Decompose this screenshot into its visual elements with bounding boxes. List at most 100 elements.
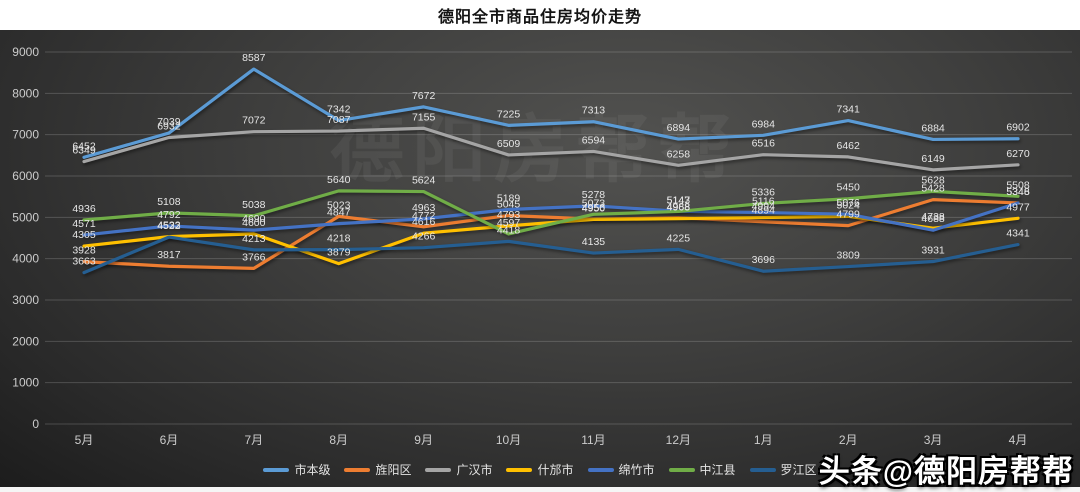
data-label: 4792 [157,209,181,221]
data-label: 5038 [242,199,266,211]
x-axis-tick-label: 4月 [1009,433,1028,447]
data-label: 6270 [1006,148,1030,160]
data-label: 5024 [837,199,861,211]
x-axis-tick-label: 6月 [160,433,179,447]
legend-item: 旌阳区 [344,461,411,478]
legend-item: 中江县 [668,461,736,478]
data-label: 4266 [412,231,436,243]
data-label: 4994 [752,201,776,213]
data-label: 7155 [412,111,436,123]
data-label: 5189 [497,193,521,205]
x-axis-tick-label: 11月 [581,433,605,447]
data-label: 3879 [327,247,351,259]
legend-label: 绵竹市 [618,463,655,477]
data-label: 5346 [1006,186,1030,198]
data-label: 5450 [837,182,861,194]
x-axis-tick-label: 7月 [244,433,263,447]
data-label: 3817 [157,249,181,261]
x-axis-tick-label: 9月 [414,433,433,447]
data-label: 6349 [72,145,96,157]
data-label: 4571 [72,218,96,230]
data-label: 4597 [497,217,521,229]
data-label: 7313 [582,105,606,117]
y-axis-tick-label: 0 [32,417,39,431]
data-label: 5336 [752,186,776,198]
data-label: 4988 [667,201,691,213]
legend-label: 市本级 [294,463,331,477]
title-bar: 德阳全市商品住房均价走势 [0,0,1080,30]
data-label: 5045 [497,198,521,210]
legend-swatch [506,467,533,472]
data-label: 4690 [242,213,266,225]
data-label: 5348 [1006,186,1030,198]
legend-item: 绵竹市 [587,461,655,478]
data-label: 4616 [412,216,436,228]
data-label: 3928 [72,245,96,257]
data-label: 4688 [921,213,945,225]
data-label: 4738 [921,211,945,223]
data-label: 7072 [242,115,266,127]
data-label: 5640 [327,174,351,186]
data-label: 6258 [667,148,691,160]
data-label: 8587 [242,52,266,64]
series-line-1 [82,67,1020,159]
data-label: 4968 [667,202,691,214]
data-label: 4225 [667,232,691,244]
y-axis-tick-label: 2000 [12,334,39,348]
series-line-3 [82,126,1020,172]
data-label: 4305 [72,229,96,241]
data-label: 5073 [582,197,606,209]
data-label: 4894 [752,205,776,217]
watermark-text: 头条@德阳房帮帮 [818,454,1074,489]
data-label: 5624 [412,175,436,187]
data-label: 3766 [242,251,266,263]
y-axis-tick-label: 3000 [12,293,39,307]
data-label: 4936 [72,203,96,215]
data-label: 7225 [497,108,521,120]
data-label: 5116 [752,196,775,208]
data-label: 4135 [582,236,606,248]
y-axis-tick-label: 8000 [12,86,39,100]
data-label: 6594 [582,134,606,146]
series-line-5 [82,201,1020,237]
y-axis-tick-label: 4000 [12,252,39,266]
legend-item: 罗江区 [749,461,817,478]
data-label: 6894 [667,122,691,134]
data-label: 4963 [412,202,436,214]
y-axis-tick-label: 9000 [12,45,39,59]
data-label: 7087 [327,114,351,126]
data-label: 6509 [497,138,521,150]
data-label: 5428 [921,183,945,195]
data-label: 7342 [327,104,351,116]
legend-swatch [263,467,290,472]
data-label: 4600 [242,217,266,229]
bottom-strip [0,487,1080,492]
data-label: 3663 [72,256,96,268]
legend-label: 旌阳区 [375,463,412,477]
x-axis-tick-label: 3月 [924,433,943,447]
data-label: 6902 [1006,122,1030,134]
data-label: 4977 [1006,201,1030,213]
data-label: 6452 [72,140,96,152]
series-line-6 [82,189,1020,236]
data-label: 4213 [242,233,266,245]
data-label: 4847 [327,207,351,219]
x-axis-tick-label: 2月 [839,433,858,447]
data-label: 5628 [921,174,945,186]
x-axis-tick-label: 12月 [666,433,691,447]
data-label: 4799 [837,209,861,221]
data-label: 4533 [157,220,181,232]
y-axis-tick-label: 5000 [12,210,39,224]
x-axis-tick-label: 1月 [754,433,773,447]
chart-title: 德阳全市商品住房均价走势 [437,9,642,26]
data-label: 4418 [497,224,521,236]
legend-item: 广汉市 [425,461,492,478]
legend-swatch [668,467,695,472]
data-label: 3931 [921,245,945,257]
legend-item: 市本级 [263,461,330,478]
legend-label: 什邡市 [537,463,574,477]
x-axis-tick-label: 8月 [329,433,348,447]
data-label: 6932 [157,120,181,132]
data-label: 5508 [1006,179,1030,191]
data-label: 5278 [582,189,606,201]
